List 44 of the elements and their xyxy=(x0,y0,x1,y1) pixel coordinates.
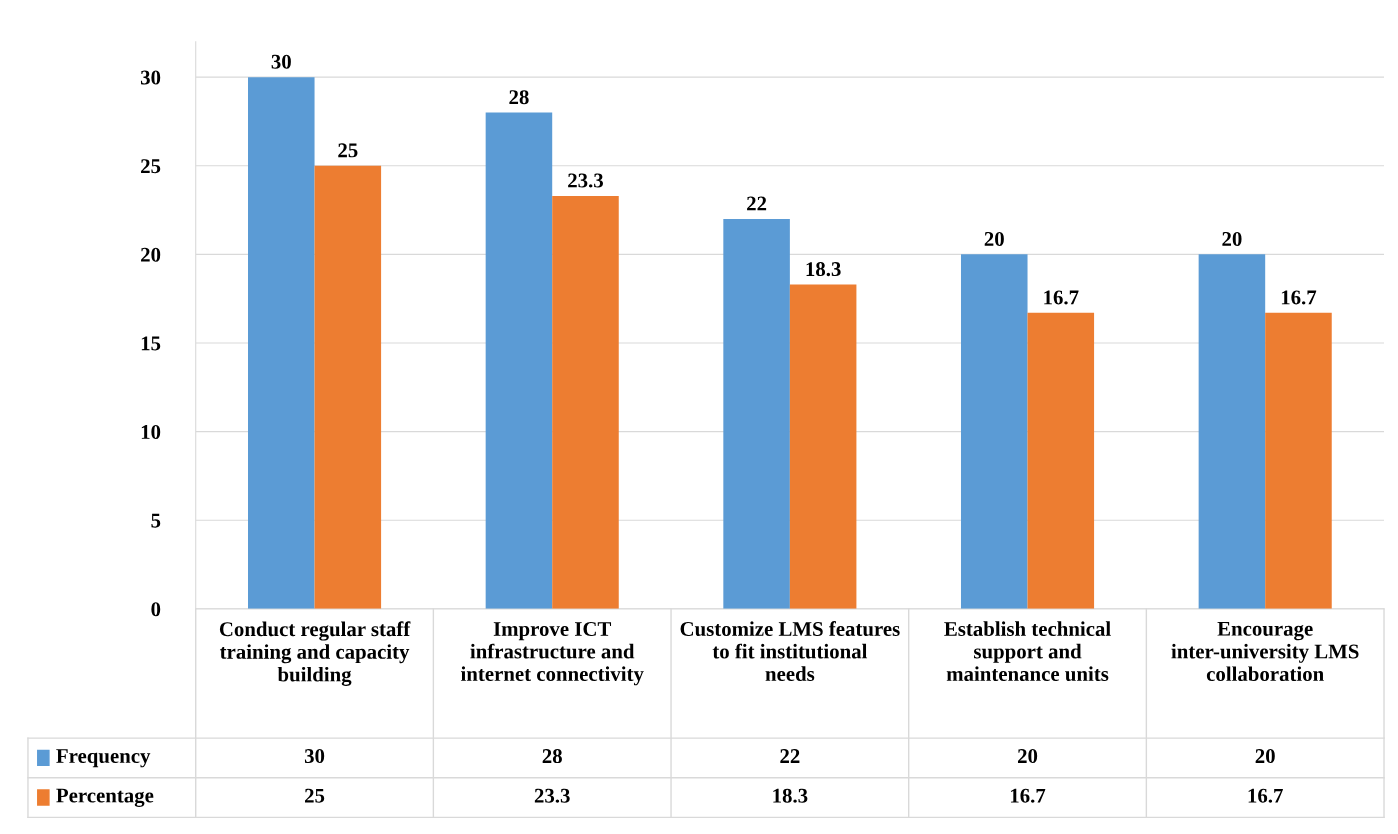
data-label: 22 xyxy=(780,749,800,763)
bar xyxy=(248,77,315,609)
data-label: 30 xyxy=(304,749,325,764)
x-tick-label: Encourage inter-university LMS collaboration xyxy=(1171,621,1359,682)
bar xyxy=(723,218,790,609)
x-tick-label: Conduct regular staff training and capacity building xyxy=(219,621,411,686)
y-tick-label: 10 xyxy=(141,424,161,440)
data-label: 16.7 xyxy=(1010,788,1046,803)
y-tick-label: 15 xyxy=(141,336,161,351)
annotation: 16.7 xyxy=(1281,290,1317,305)
bar xyxy=(960,254,1028,609)
data-label: 20 xyxy=(1255,749,1275,764)
bar xyxy=(1027,312,1095,609)
bar xyxy=(789,284,857,609)
y-tick-label: 5 xyxy=(151,513,161,528)
annotation: 20 xyxy=(1222,231,1242,246)
y-tick-label: 0 xyxy=(151,602,161,617)
y-tick-label: 30 xyxy=(140,70,161,85)
x-tick-label: Establish technical support and maintenance units xyxy=(944,621,1111,682)
x-tick-label: Improve ICT infrastructure and internet connectivity xyxy=(460,621,644,686)
data-label: 16.7 xyxy=(1248,788,1283,803)
data-label: 18.3 xyxy=(773,788,808,803)
annotation: 16.7 xyxy=(1044,290,1079,305)
annotation: 25 xyxy=(338,143,358,158)
data-label: 25 xyxy=(305,788,325,803)
bar xyxy=(314,165,382,609)
annotation: 28 xyxy=(509,90,529,105)
bar xyxy=(552,195,619,609)
bar xyxy=(1265,312,1332,609)
data-label: 28 xyxy=(542,749,562,764)
annotation: 22 xyxy=(747,196,767,211)
y-tick-label: 20 xyxy=(141,247,161,262)
data-label: 20 xyxy=(1017,749,1038,764)
annotation: 30 xyxy=(271,54,291,69)
legend-label: Frequency xyxy=(56,749,151,768)
annotation: 23.3 xyxy=(568,173,603,188)
legend-label: Percentage xyxy=(56,788,154,807)
annotation: 18.3 xyxy=(806,262,841,277)
annotation: 20 xyxy=(984,231,1004,246)
data-label: 23.3 xyxy=(534,788,570,803)
bar xyxy=(485,112,553,609)
x-tick-label: Customize LMS features to fit institutional needs xyxy=(680,621,900,682)
y-tick-label: 25 xyxy=(141,159,161,174)
bar xyxy=(1198,254,1266,609)
